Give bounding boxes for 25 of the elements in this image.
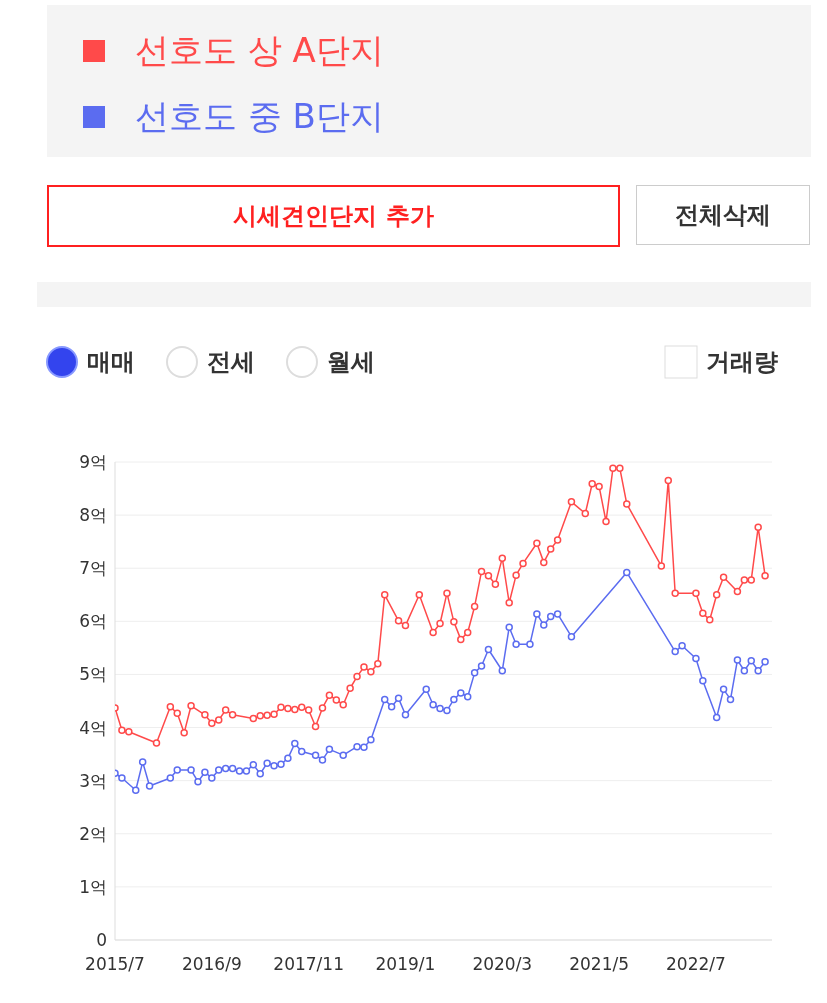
- text: 시세견인단지 추가: [47, 185, 620, 247]
- text: 매매: [87, 347, 135, 378]
- x-tick-label: 2019/1: [375, 954, 436, 975]
- x-tick-label: 2016/9: [181, 954, 242, 975]
- y-tick-label: 8억: [79, 505, 107, 526]
- text: 거래량: [706, 347, 778, 378]
- y-tick-label: 1억: [79, 876, 107, 897]
- x-tick-label: 2020/3: [472, 954, 533, 975]
- y-tick-label: 6억: [79, 611, 107, 632]
- y-tick-label: 9억: [79, 452, 107, 473]
- y-tick-label: 7억: [79, 558, 107, 579]
- y-tick-label: 3억: [79, 770, 107, 791]
- text: 월세: [327, 347, 375, 378]
- x-tick-label: 2015/7: [85, 954, 145, 975]
- x-tick-label: 2017/11: [273, 954, 344, 975]
- text: 전체삭제: [636, 185, 810, 245]
- y-tick-label: 0: [96, 930, 107, 951]
- x-tick-label: 2022/7: [666, 954, 726, 975]
- y-tick-label: 4억: [79, 717, 107, 738]
- text: 전세: [207, 347, 255, 378]
- legend-label: 선호도 중 B단지: [135, 95, 384, 138]
- y-tick-label: 5억: [79, 664, 107, 685]
- x-tick-label: 2021/5: [569, 954, 630, 975]
- legend-label: 선호도 상 A단지: [135, 29, 384, 72]
- y-tick-label: 2억: [79, 823, 107, 844]
